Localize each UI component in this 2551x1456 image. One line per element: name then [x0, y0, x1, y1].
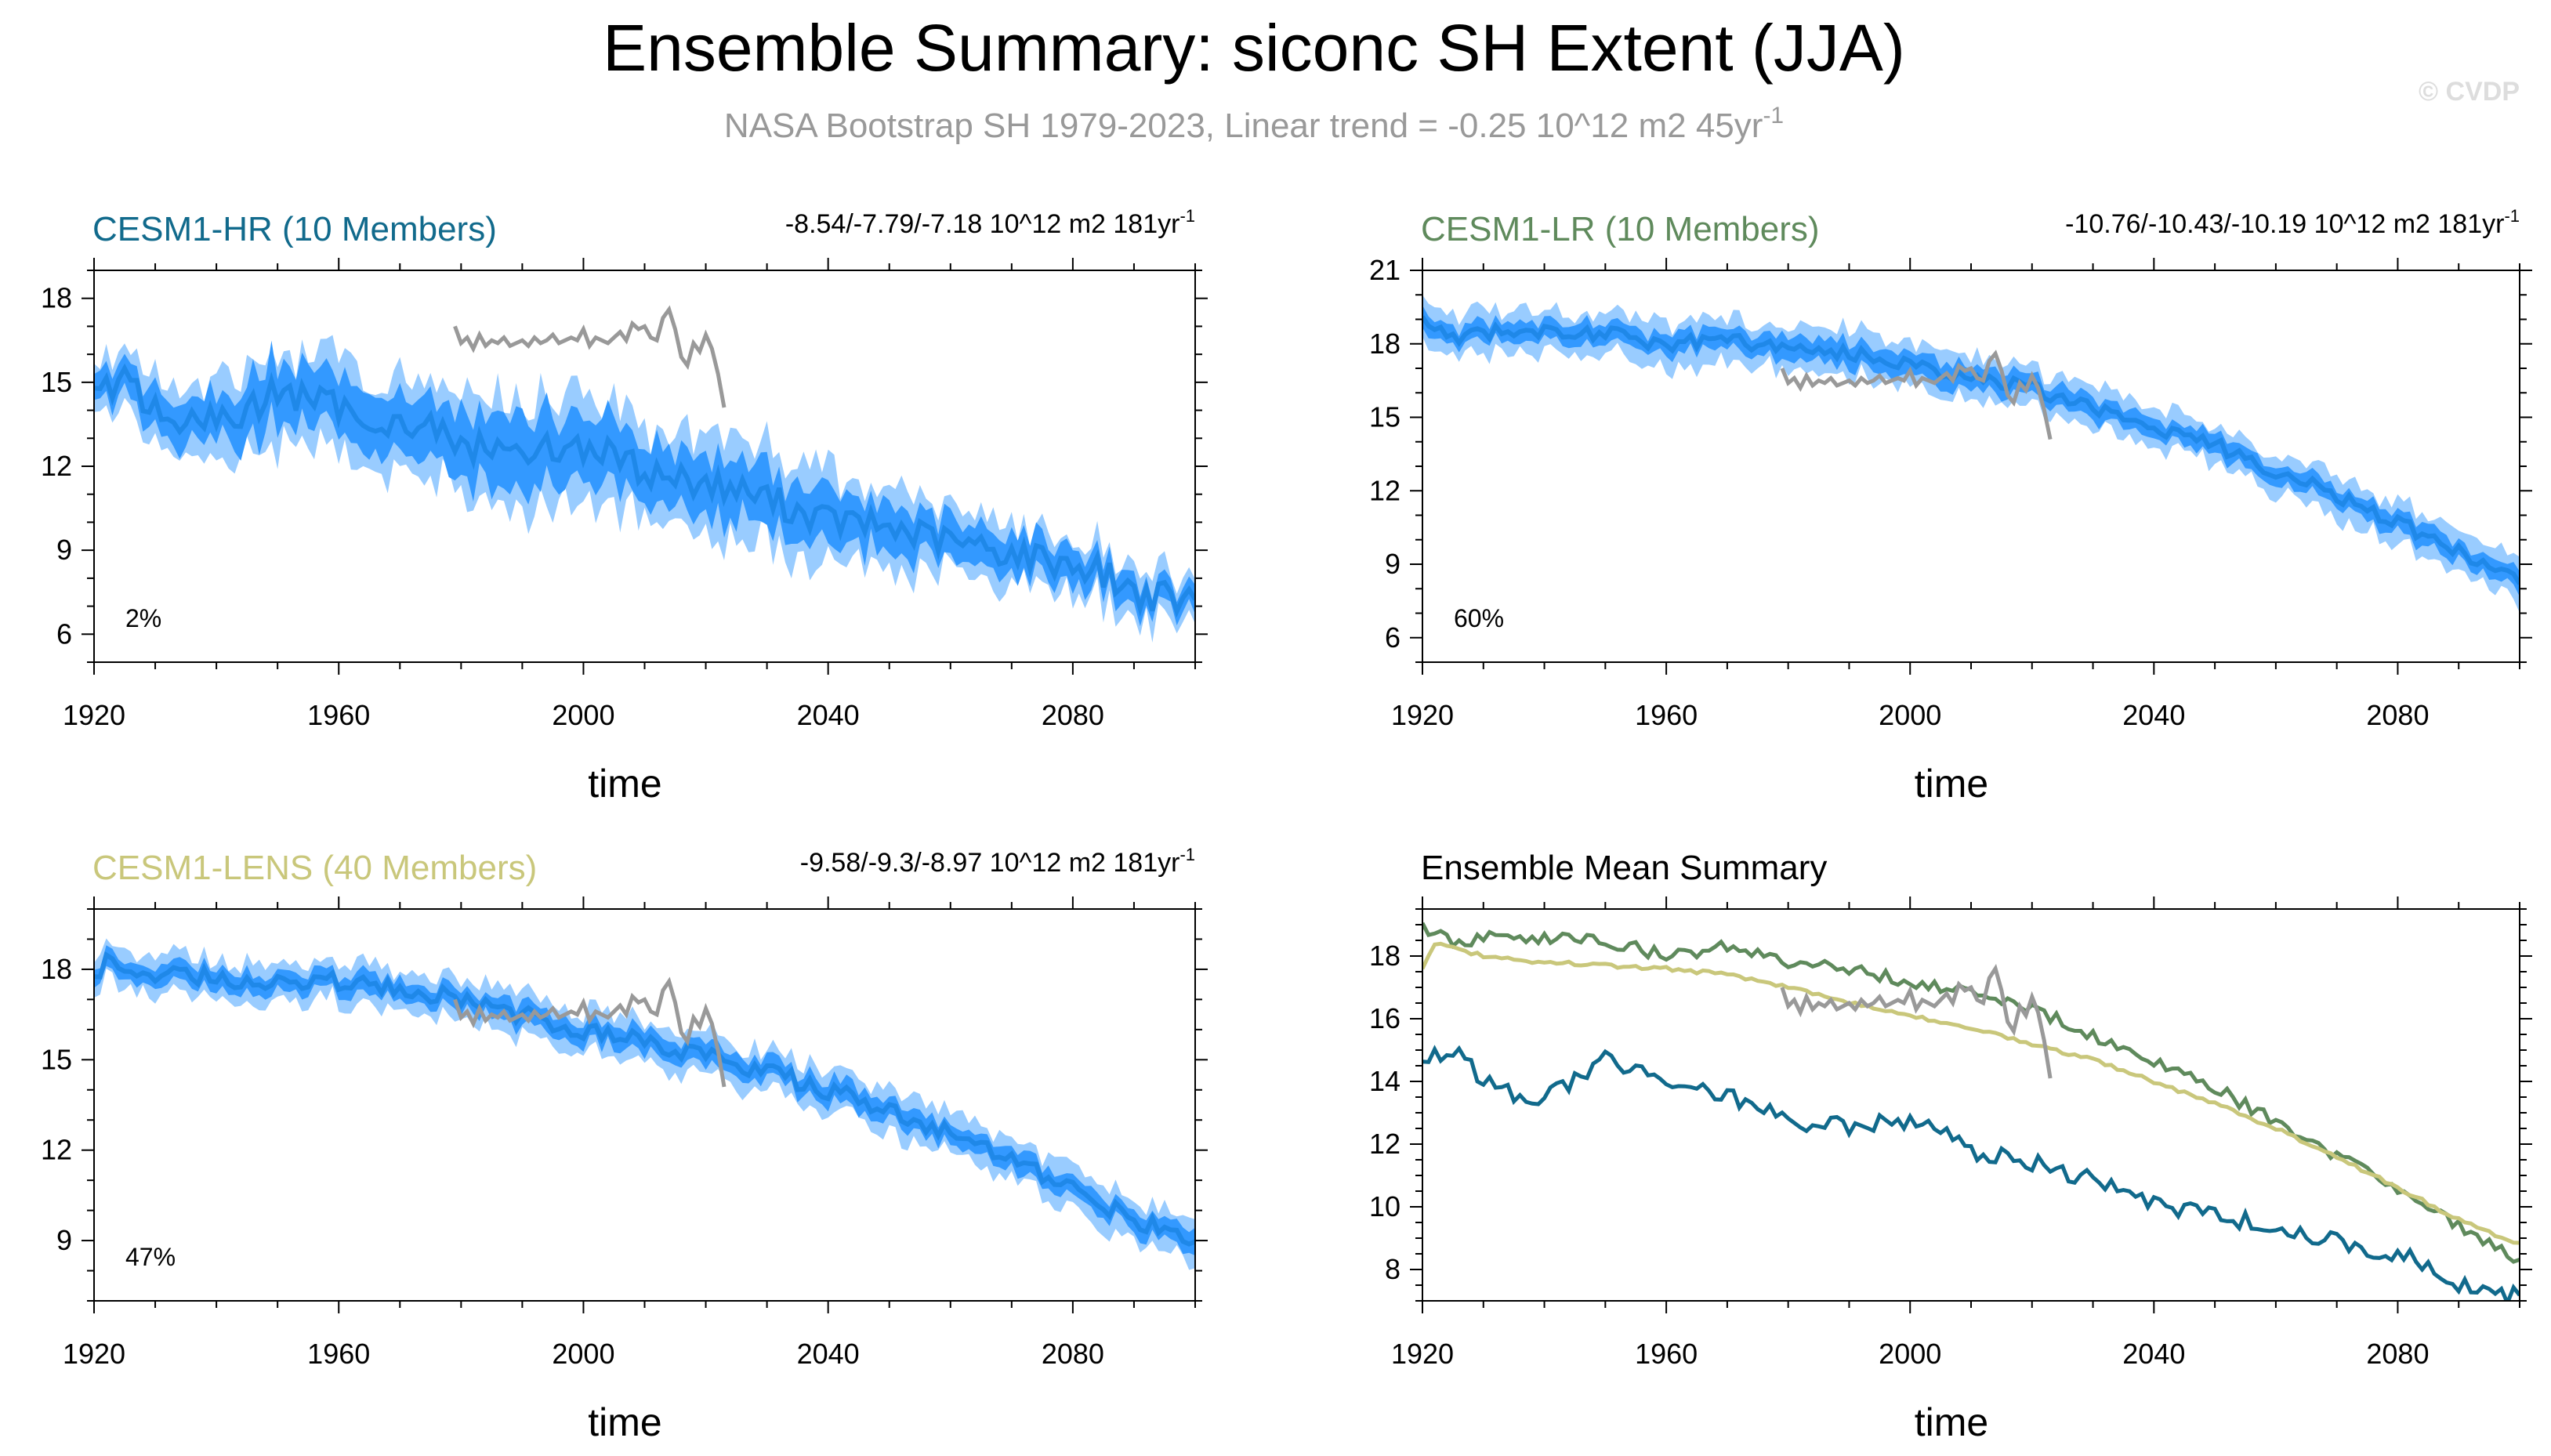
x-tick-label: 1960 [307, 1338, 370, 1370]
y-tick-label: 18 [41, 953, 72, 985]
x-tick-label: 2000 [552, 1338, 614, 1370]
x-axis-label: time [588, 762, 661, 806]
x-axis-label: time [1915, 762, 1988, 806]
y-tick-label: 9 [56, 534, 72, 566]
panel-title: CESM1-LENS (40 Members) [92, 849, 537, 887]
x-axis-label: time [588, 1400, 661, 1444]
y-tick-label: 18 [41, 282, 72, 314]
panels: CESM1-HR (10 Members) -8.54/-7.79/-7.18 1… [41, 206, 2532, 1444]
ensemble-range-band [1422, 295, 2520, 613]
series-line-obs [1780, 963, 2053, 1079]
series-line-lr [1422, 922, 2520, 1264]
x-tick-label: 2080 [2366, 1338, 2429, 1370]
x-tick-label: 2040 [2122, 1338, 2185, 1370]
ensemble-iqr-band [94, 340, 1195, 627]
ensemble-mean-line [94, 951, 1195, 1247]
plot-area [1422, 295, 2520, 613]
trend-value: -9.58/-9.3/-8.97 10^12 m2 181yr [800, 848, 1180, 878]
y-tick-label: 12 [1369, 474, 1401, 506]
observations-line [453, 976, 727, 1088]
x-tick-label: 2040 [797, 699, 860, 731]
watermark: © CVDP [2419, 77, 2520, 107]
ensemble-mean-line [94, 363, 1195, 618]
series-line-lens [1422, 941, 2520, 1245]
trend-superscript: -1 [1179, 206, 1195, 226]
y-tick-label: 12 [1369, 1128, 1401, 1160]
subtitle-superscript: -1 [1763, 103, 1784, 129]
y-tick-label: 21 [1369, 254, 1401, 286]
observations-line [1780, 350, 2053, 440]
trend-value: -10.76/-10.43/-10.19 10^12 m2 181yr [2065, 209, 2504, 239]
y-tick-label: 15 [41, 366, 72, 398]
y-tick-label: 18 [1369, 328, 1401, 360]
percent-label: 60% [1454, 604, 1504, 632]
x-tick-label: 2080 [1042, 699, 1104, 731]
x-tick-label: 1960 [307, 699, 370, 731]
panel-title: Ensemble Mean Summary [1421, 849, 1827, 887]
panel-summary: Ensemble Mean Summary 1920 1960 2000 2040 208… [1369, 849, 2532, 1444]
figure-subtitle: NASA Bootstrap SH 1979-2023, Linear tren… [724, 103, 1784, 145]
x-tick-label: 2040 [2122, 699, 2185, 731]
trend-value: -8.54/-7.79/-7.18 10^12 m2 181yr [785, 209, 1180, 239]
x-tick-label: 1920 [1391, 699, 1454, 731]
ensemble-iqr-band [1422, 305, 2520, 597]
trend-text: -10.76/-10.43/-10.19 10^12 m2 181yr-1 [2065, 206, 2520, 239]
x-tick-label: 2080 [2366, 699, 2429, 731]
figure-title: Ensemble Summary: siconc SH Extent (JJA) [603, 11, 1905, 85]
trend-superscript: -1 [2504, 206, 2520, 226]
y-tick-label: 6 [1385, 621, 1401, 654]
y-tick-label: 14 [1369, 1065, 1401, 1097]
panel-lr: CESM1-LR (10 Members) -10.76/-10.43/-10.1… [1369, 206, 2532, 806]
y-tick-label: 12 [41, 450, 72, 482]
x-tick-label: 1960 [1635, 699, 1698, 731]
plot-area [1422, 922, 2520, 1301]
y-tick-label: 8 [1385, 1253, 1401, 1285]
panel-lens: CESM1-LENS (40 Members) -9.58/-9.3/-8.97 … [41, 845, 1208, 1444]
trend-text: -8.54/-7.79/-7.18 10^12 m2 181yr-1 [785, 206, 1195, 239]
x-tick-label: 1920 [1391, 1338, 1454, 1370]
x-axis-label: time [1915, 1400, 1988, 1444]
x-tick-label: 1920 [63, 1338, 125, 1370]
y-tick-label: 16 [1369, 1002, 1401, 1034]
percent-label: 47% [125, 1243, 176, 1271]
y-tick-label: 10 [1369, 1190, 1401, 1222]
series-line-hr [1422, 1045, 2520, 1301]
y-tick-label: 6 [56, 618, 72, 650]
y-tick-label: 18 [1369, 940, 1401, 972]
y-tick-label: 9 [56, 1224, 72, 1256]
x-tick-label: 2000 [1879, 699, 1941, 731]
trend-text: -9.58/-9.3/-8.97 10^12 m2 181yr-1 [800, 845, 1195, 878]
x-tick-label: 1920 [63, 699, 125, 731]
y-tick-label: 15 [41, 1043, 72, 1075]
y-tick-label: 9 [1385, 548, 1401, 580]
ensemble-mean-line [1422, 315, 2520, 585]
panel-title: CESM1-LR (10 Members) [1421, 210, 1820, 248]
plot-area [94, 938, 1195, 1270]
y-tick-label: 15 [1369, 401, 1401, 433]
observations-line [453, 305, 727, 408]
panel-title: CESM1-HR (10 Members) [92, 210, 497, 248]
y-tick-label: 12 [41, 1134, 72, 1166]
x-tick-label: 2080 [1042, 1338, 1104, 1370]
x-tick-label: 2000 [1879, 1338, 1941, 1370]
x-tick-label: 2040 [797, 1338, 860, 1370]
trend-superscript: -1 [1179, 845, 1195, 864]
ensemble-iqr-band [94, 945, 1195, 1256]
percent-label: 2% [125, 604, 161, 632]
subtitle-text: NASA Bootstrap SH 1979-2023, Linear tren… [724, 107, 1763, 145]
plot-area [94, 305, 1195, 643]
x-tick-label: 1960 [1635, 1338, 1698, 1370]
panel-hr: CESM1-HR (10 Members) -8.54/-7.79/-7.18 1… [41, 206, 1208, 806]
x-tick-label: 2000 [552, 699, 614, 731]
